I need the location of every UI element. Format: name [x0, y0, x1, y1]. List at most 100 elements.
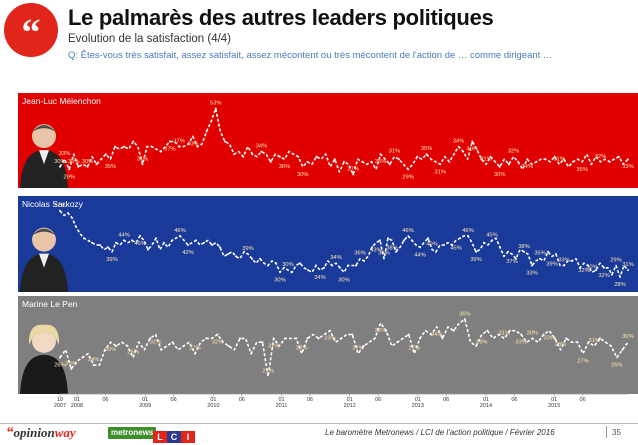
data-point-lepen [486, 329, 489, 332]
data-point-sarkozy [331, 264, 333, 267]
data-point-lepen [317, 337, 320, 340]
data-point-melenchon [95, 163, 98, 166]
data-label-lepen: 35% [375, 328, 387, 334]
data-point-sarkozy [387, 237, 389, 240]
x-axis-tick-label: 06 [102, 397, 108, 403]
data-point-sarkozy [363, 259, 365, 262]
x-axis-tick-label: 06 [511, 397, 517, 403]
footer-divider [0, 423, 638, 424]
data-point-lepen [407, 333, 410, 336]
data-label-melenchon: 31% [480, 156, 492, 162]
data-point-melenchon [242, 155, 245, 158]
data-point-sarkozy [483, 241, 485, 244]
data-point-lepen [70, 367, 73, 370]
data-label-sarkozy: 32% [578, 268, 590, 274]
x-axis-tick-label: 2012 [344, 403, 356, 409]
data-label-sarkozy: 38% [386, 245, 398, 251]
data-label-sarkozy: 28% [614, 282, 626, 288]
data-label-lepen: 30% [105, 347, 117, 353]
data-label-sarkozy: 44% [118, 232, 130, 238]
data-point-melenchon [361, 160, 364, 163]
portrait-body-lepen [20, 354, 68, 394]
data-label-sarkozy: 39% [242, 246, 254, 252]
data-point-lepen [610, 345, 613, 347]
data-label-sarkozy: 37% [506, 259, 518, 265]
data-point-sarkozy [627, 269, 629, 272]
x-axis-tick-label: 2009 [139, 403, 151, 409]
data-label-melenchon: 30% [494, 172, 506, 178]
data-point-sarkozy [611, 273, 613, 276]
data-point-sarkozy [67, 212, 69, 215]
data-label-sarkozy: 34% [330, 255, 342, 261]
data-label-lepen: 33% [515, 340, 527, 346]
data-point-lepen [497, 333, 500, 336]
x-axis-tick-label: 06 [307, 397, 313, 403]
data-point-melenchon [297, 155, 300, 158]
data-point-lepen [396, 341, 399, 344]
data-label-melenchon: 36% [279, 164, 291, 170]
data-point-melenchon [581, 160, 584, 163]
data-label-sarkozy: 42% [182, 250, 194, 256]
x-axis-tick-label: 06 [239, 397, 245, 403]
data-point-lepen [418, 337, 421, 340]
data-label-melenchon: 40% [466, 147, 478, 153]
data-point-melenchon [196, 145, 199, 148]
x-axis-tick-label: 01 [551, 397, 557, 403]
portrait-head-melenchon [32, 124, 56, 149]
x-axis-tick-label: 06 [171, 397, 177, 403]
data-point-sarkozy [571, 259, 573, 262]
data-point-lepen [306, 337, 309, 340]
data-point-sarkozy [323, 266, 325, 269]
data-point-lepen [553, 337, 556, 340]
x-axis-tick-label: 10 [57, 397, 63, 403]
portrait-head-sarkozy [32, 227, 56, 252]
portrait-melenchon [20, 124, 68, 188]
panel-background-melenchon [18, 93, 638, 188]
x-axis-tick-label: 2008 [71, 403, 83, 409]
x-axis-tick-label: 01 [74, 397, 80, 403]
portrait-hair-lepen [28, 324, 60, 345]
data-point-sarkozy [99, 244, 101, 246]
data-label-sarkozy: 38% [518, 244, 530, 250]
data-point-melenchon [370, 160, 373, 163]
data-label-sarkozy: 30% [274, 277, 286, 283]
data-point-lepen [284, 337, 286, 340]
data-point-melenchon [388, 163, 391, 166]
data-point-sarkozy [179, 234, 181, 237]
data-label-lepen: 27% [577, 359, 589, 365]
data-point-melenchon [114, 145, 116, 148]
data-point-sarkozy [171, 239, 173, 242]
data-point-melenchon [379, 153, 382, 156]
data-point-lepen [92, 364, 95, 367]
data-label-sarkozy: 46% [174, 228, 186, 234]
data-point-lepen [295, 337, 298, 340]
data-point-sarkozy [531, 264, 533, 267]
x-axis-tick-label: 06 [580, 397, 586, 403]
data-point-sarkozy [587, 264, 589, 267]
data-point-sarkozy [547, 250, 549, 253]
series-line-sarkozy [59, 210, 629, 278]
data-point-sarkozy [283, 266, 285, 269]
data-point-melenchon [443, 155, 446, 158]
data-label-sarkozy: 40% [426, 242, 438, 248]
data-label-melenchon: 27% [347, 166, 359, 172]
data-point-sarkozy [123, 239, 125, 242]
data-point-sarkozy [379, 239, 381, 242]
data-point-melenchon [187, 143, 190, 145]
x-axis-tick-label: 2015 [548, 403, 560, 409]
page-title: Le palmarès des autres leaders politique… [68, 5, 494, 30]
data-point-lepen [441, 337, 444, 340]
data-label-lepen: 36% [459, 311, 471, 317]
data-label-melenchon: 31% [389, 149, 401, 155]
x-axis-tick-label: 01 [483, 397, 489, 403]
data-label-sarkozy: 30% [586, 264, 598, 270]
data-point-melenchon [507, 163, 510, 166]
data-label-sarkozy: 33% [526, 271, 538, 277]
data-label-melenchon: 31% [137, 156, 149, 162]
data-point-lepen [351, 333, 354, 336]
data-point-sarkozy [235, 255, 237, 258]
data-point-lepen [137, 341, 140, 344]
panel-label-melenchon: Jean-Luc Mélenchon [22, 96, 101, 106]
data-point-sarkozy [555, 253, 557, 256]
